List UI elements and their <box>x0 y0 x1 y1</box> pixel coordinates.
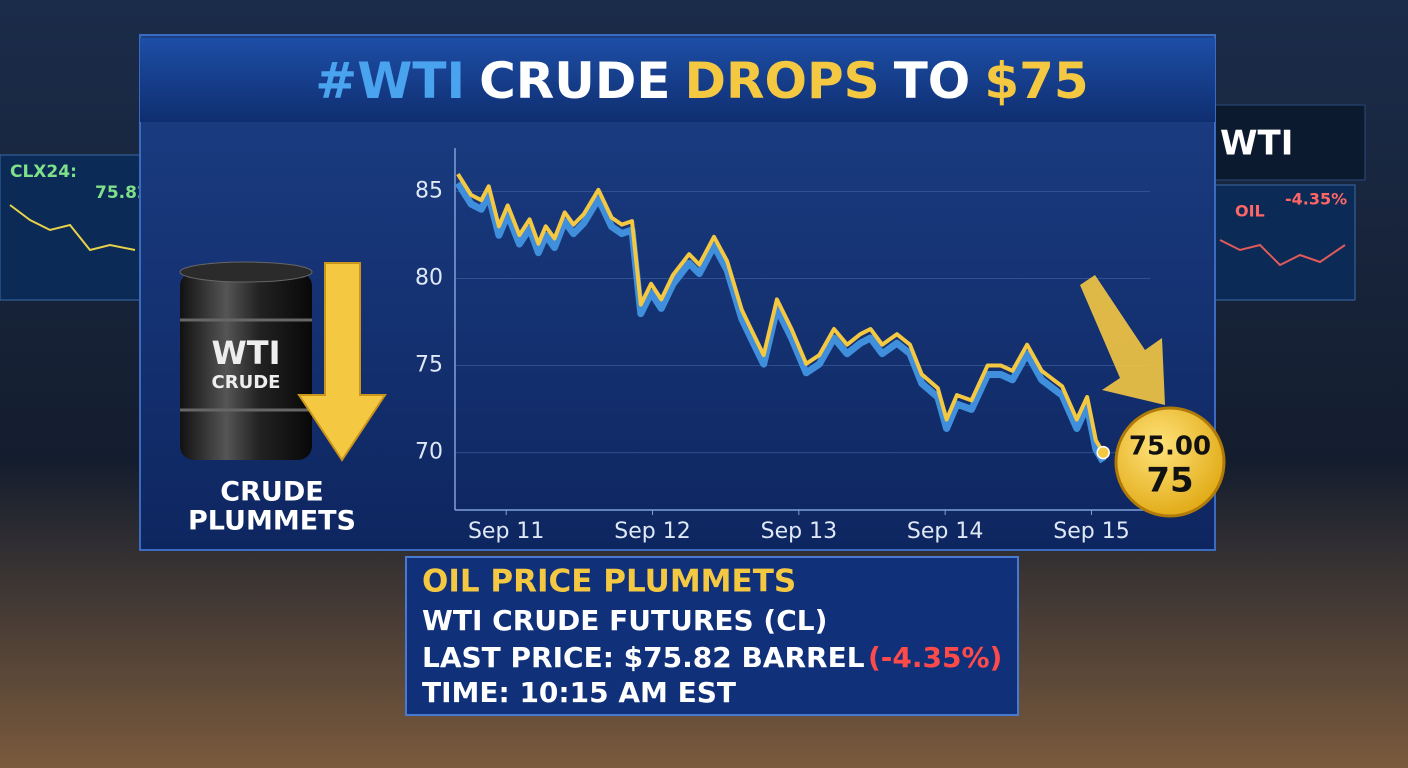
price-change: (-4.35%) <box>868 641 1002 674</box>
line-shadow <box>454 181 1107 464</box>
side-caption: PLUMMETS <box>188 506 356 537</box>
screen-decoration <box>9 204 136 252</box>
screen-logo: WTI <box>1220 124 1293 164</box>
barrel-label: WTI <box>211 334 280 372</box>
headline-part: #WTI <box>315 52 465 110</box>
y-tick-label: 85 <box>415 179 443 204</box>
screen-change: -4.35% <box>1285 190 1347 209</box>
headline-part: $75 <box>984 52 1088 110</box>
screen-ticker: CLX24: <box>10 162 77 182</box>
barrel-top <box>179 261 313 283</box>
side-caption: CRUDE <box>220 477 323 508</box>
title-bar <box>140 38 1215 122</box>
barrel-label: CRUDE <box>212 372 281 393</box>
price-line <box>456 173 1105 454</box>
badge-bottom: 75 <box>1146 461 1193 501</box>
x-tick-label: Sep 13 <box>761 519 837 544</box>
headline-part: DROPS <box>685 52 880 110</box>
screen-decoration <box>1219 239 1346 267</box>
last-price: LAST PRICE: $75.82 BARREL <box>422 641 865 674</box>
lower-third <box>405 556 1019 716</box>
down-arrow <box>297 262 387 462</box>
y-tick-label: 70 <box>415 440 443 465</box>
left-screen: CLX24: 75.82 <box>0 154 149 301</box>
screen-ticker: OIL <box>1235 202 1265 221</box>
price-badge <box>1114 406 1226 518</box>
end-point <box>1096 445 1110 460</box>
badge-top: 75.00 <box>1129 432 1211 462</box>
badge-arrow <box>1080 275 1165 405</box>
screen <box>1214 184 1356 301</box>
headline: #WTI CRUDE DROPS TO $75 <box>315 52 1088 110</box>
lower-third-headline: OIL PRICE PLUMMETS <box>422 564 796 600</box>
time: TIME: 10:15 AM EST <box>422 676 736 709</box>
x-tick-label: Sep 12 <box>614 519 690 544</box>
right-screen: WTI OIL -4.35% <box>1214 104 1366 301</box>
barrel-icon: WTI CRUDE <box>179 261 313 460</box>
x-tick-label: Sep 14 <box>907 519 983 544</box>
screen <box>0 154 141 301</box>
instrument: WTI CRUDE FUTURES (CL) <box>422 604 827 637</box>
headline-part: TO <box>894 52 971 110</box>
y-tick-label: 75 <box>415 353 443 378</box>
screen <box>1214 104 1366 181</box>
screen-price: 75.82 <box>95 183 149 203</box>
headline-part: CRUDE <box>479 52 670 110</box>
x-tick-label: Sep 15 <box>1053 519 1129 544</box>
x-tick-label: Sep 11 <box>468 519 544 544</box>
y-tick-label: 80 <box>415 266 443 291</box>
chart: 70 75 80 85 Sep 11 Sep 12 Sep 13 Sep 14 Sep 15 <box>415 148 1150 544</box>
